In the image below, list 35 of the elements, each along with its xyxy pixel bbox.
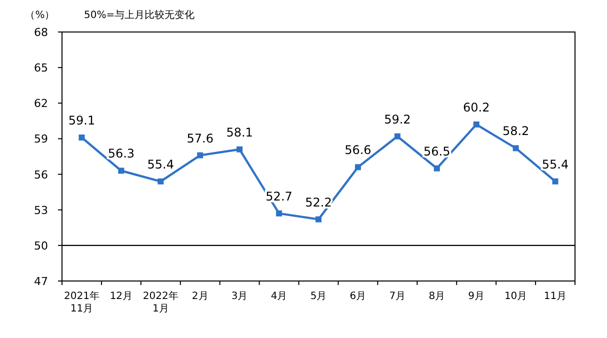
y-tick-label: 59 bbox=[34, 132, 48, 146]
y-axis-title: （%） bbox=[25, 10, 55, 21]
data-label: 59.2 bbox=[384, 112, 411, 126]
y-tick-label: 53 bbox=[34, 204, 48, 217]
data-label: 56.5 bbox=[424, 144, 450, 158]
x-tick-label: 9月 bbox=[468, 291, 485, 302]
x-tick-label: 5月 bbox=[310, 291, 327, 302]
data-label: 58.1 bbox=[226, 125, 253, 140]
data-label: 59.1 bbox=[68, 114, 96, 128]
y-tick-label: 50 bbox=[34, 239, 48, 252]
x-tick-label: 2月 bbox=[192, 291, 208, 302]
data-label: 57.6 bbox=[186, 131, 214, 146]
data-label: 60.2 bbox=[462, 100, 490, 114]
annotation: 50%=与上月比较无变化 bbox=[84, 10, 195, 21]
x-tick-label: 11月 bbox=[544, 291, 567, 302]
y-tick-label: 47 bbox=[34, 275, 48, 288]
x-tick-label: 7月 bbox=[389, 291, 406, 302]
y-tick-label: 62 bbox=[34, 97, 48, 110]
x-tick-label: 10月 bbox=[504, 291, 528, 302]
x-tick-label: 3月 bbox=[231, 291, 248, 302]
x-tick-label: 8月 bbox=[428, 291, 446, 302]
y-tick-label: 65 bbox=[34, 62, 48, 75]
x-tick-label: 6月 bbox=[350, 291, 366, 302]
data-label: 55.4 bbox=[542, 157, 569, 172]
data-label: 56.6 bbox=[344, 143, 372, 158]
x-tick-label: 2022年 1月 bbox=[142, 291, 178, 314]
data-label: 55.4 bbox=[147, 157, 174, 172]
data-label: 52.2 bbox=[305, 195, 332, 210]
data-label: 56.3 bbox=[108, 146, 135, 161]
y-tick-label: 68 bbox=[34, 26, 48, 39]
x-tick-label: 4月 bbox=[270, 291, 288, 302]
data-label: 58.2 bbox=[502, 124, 530, 138]
x-tick-label: 12月 bbox=[110, 291, 133, 302]
y-tick-label: 56 bbox=[34, 168, 48, 182]
x-tick-label: 2021年 11月 bbox=[64, 291, 100, 314]
